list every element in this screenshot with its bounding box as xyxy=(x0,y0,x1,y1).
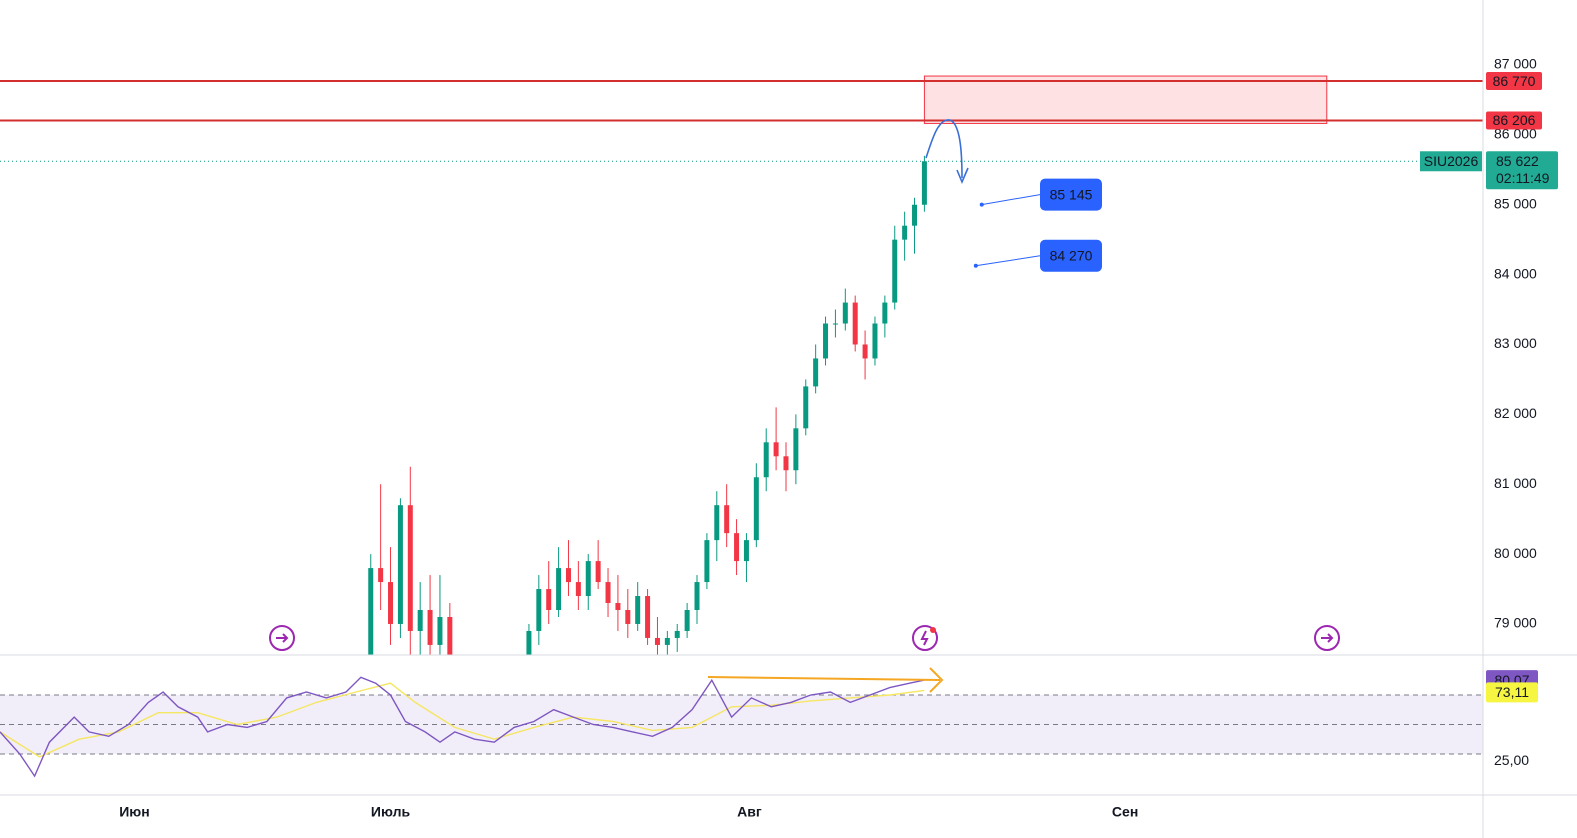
trend-arrow xyxy=(707,667,944,693)
y-tick-label: 85 000 xyxy=(1494,195,1537,211)
candle-body xyxy=(674,630,680,638)
candle-body xyxy=(556,568,562,611)
candle-body xyxy=(862,344,868,359)
candle-body xyxy=(892,239,898,303)
candle-body xyxy=(378,568,384,583)
note-label: 84 270 xyxy=(1050,247,1093,263)
symbol-label: SIU2026 xyxy=(1424,153,1479,169)
candle-body xyxy=(546,589,552,611)
candle-body xyxy=(615,603,621,611)
drawn-arrow xyxy=(925,119,969,185)
candle-body xyxy=(823,323,829,359)
y-tick-label: 82 000 xyxy=(1494,405,1537,421)
x-tick-label: Авг xyxy=(737,804,762,820)
candle-body xyxy=(724,505,730,534)
candle-body xyxy=(803,386,809,429)
candle-body xyxy=(437,616,443,645)
candle-body xyxy=(813,358,819,387)
rsi-ma-label: 73,11 xyxy=(1495,684,1529,700)
level-badge xyxy=(1486,111,1542,130)
candle-body xyxy=(635,596,641,624)
candle-body xyxy=(902,225,908,240)
candle-body xyxy=(427,610,433,645)
price-label: 85 622 xyxy=(1496,153,1539,169)
y-tick-label: 84 000 xyxy=(1494,265,1537,281)
candle-body xyxy=(783,456,789,471)
rsi-ma-badge xyxy=(1486,682,1538,703)
candle-body xyxy=(921,161,927,205)
candle-body xyxy=(832,323,838,325)
rsi-ma-line xyxy=(0,682,925,758)
event-icon[interactable] xyxy=(1314,625,1340,651)
y-tick-label: 83 000 xyxy=(1494,335,1537,351)
note-label: 85 145 xyxy=(1050,186,1093,202)
candle-body xyxy=(368,568,374,655)
candle-body xyxy=(743,540,749,562)
rsi-tick-label: 25,00 xyxy=(1494,752,1529,768)
candle-body xyxy=(882,302,888,324)
zone xyxy=(923,75,1328,124)
note-dot xyxy=(973,263,978,268)
note-leader xyxy=(975,255,1041,267)
rsi-pane xyxy=(0,676,1483,778)
candle-body xyxy=(872,323,878,359)
candle-body xyxy=(684,610,690,631)
candle-body xyxy=(585,561,591,597)
candle-body xyxy=(734,533,740,562)
y-tick-label: 79 000 xyxy=(1494,615,1537,631)
candle-body xyxy=(793,428,799,471)
candle-body xyxy=(447,616,453,655)
y-tick-label: 86 000 xyxy=(1494,126,1537,142)
note-badge xyxy=(1040,239,1102,272)
candle-body xyxy=(625,610,631,624)
level-label: 86 770 xyxy=(1493,73,1536,89)
x-tick-label: Июль xyxy=(371,804,411,820)
candle-body xyxy=(407,505,413,631)
symbol-badge xyxy=(1420,151,1482,172)
candle-body xyxy=(388,582,394,624)
candle-body xyxy=(575,582,581,597)
candle-body xyxy=(753,477,759,541)
countdown-label: 02:11:49 xyxy=(1496,170,1550,186)
candle-body xyxy=(526,630,532,655)
note-dot xyxy=(979,202,984,207)
price-badge xyxy=(1486,151,1558,190)
level-badge xyxy=(1486,72,1542,91)
event-icon[interactable] xyxy=(269,625,295,651)
candle-body xyxy=(654,637,660,645)
candle-body xyxy=(763,442,769,478)
candle-body xyxy=(912,204,918,226)
y-tick-label: 81 000 xyxy=(1494,475,1537,491)
note-leader xyxy=(981,194,1041,206)
candle-body xyxy=(565,568,571,583)
candle-body xyxy=(605,582,611,604)
candle-body xyxy=(773,442,779,457)
candle-body xyxy=(842,302,848,324)
candle-body xyxy=(397,505,403,624)
event-icon[interactable] xyxy=(912,625,938,651)
candle-body xyxy=(664,637,670,645)
y-tick-label: 87 000 xyxy=(1494,56,1537,72)
candle-body xyxy=(417,610,423,631)
rsi-line xyxy=(0,676,925,778)
candle-body xyxy=(704,540,710,583)
x-tick-label: Июн xyxy=(119,804,149,820)
y-tick-label: 80 000 xyxy=(1494,545,1537,561)
candle-body xyxy=(595,561,601,583)
candle-body xyxy=(714,505,720,541)
candle-body xyxy=(536,589,542,631)
candle-body xyxy=(645,596,651,638)
price-pane xyxy=(0,75,1483,655)
overlay: Июн Июль Авг Сен 79 000 80 000 81 000 82 000 83 … xyxy=(119,56,1558,820)
note-badge xyxy=(1040,178,1102,211)
candle-body xyxy=(852,302,858,345)
candle-body xyxy=(694,582,700,611)
level-label: 86 206 xyxy=(1493,112,1536,128)
x-tick-label: Сен xyxy=(1112,804,1138,820)
